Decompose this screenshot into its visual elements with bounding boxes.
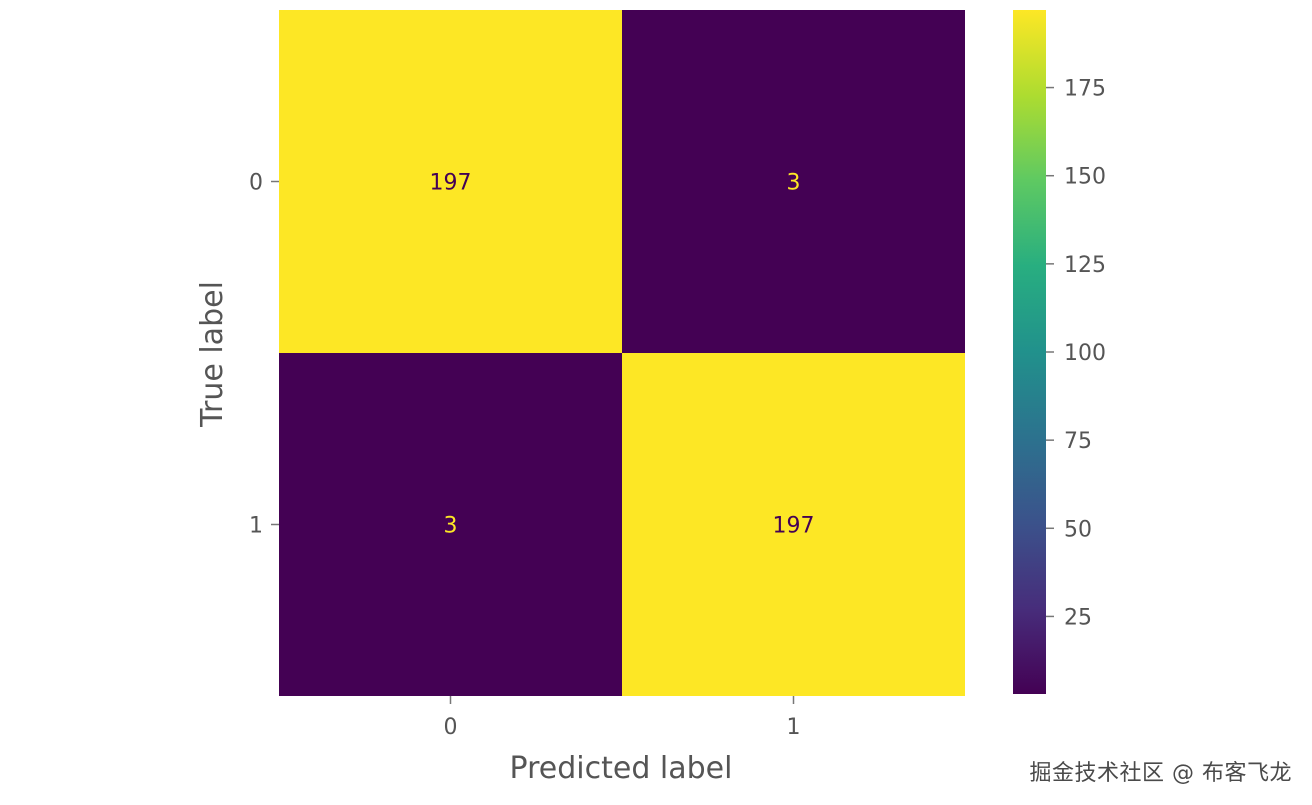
watermark-text: 掘金技术社区 @ 布客飞龙 bbox=[1029, 761, 1292, 786]
heatmap-cell-0-1 bbox=[622, 10, 965, 353]
y-tick-label-1: 1 bbox=[249, 514, 263, 539]
colorbar-tick-label-25: 25 bbox=[1064, 605, 1092, 630]
colorbar-tick-label-100: 100 bbox=[1064, 341, 1106, 366]
colorbar-tick-label-50: 50 bbox=[1064, 517, 1092, 542]
heatmap-cell-1-1 bbox=[622, 353, 965, 696]
x-axis-title: Predicted label bbox=[510, 751, 733, 786]
colorbar-tick-label-150: 150 bbox=[1064, 165, 1106, 190]
plot-area: 197 3 3 197 0 1 0 1 bbox=[249, 10, 965, 740]
x-tick-label-0: 0 bbox=[444, 715, 458, 740]
cell-value-label-0-1: 3 bbox=[787, 171, 801, 196]
heatmap-cell-0-0 bbox=[279, 10, 622, 353]
cell-value-label-0-0: 197 bbox=[430, 171, 472, 196]
colorbar-gradient bbox=[1013, 10, 1046, 694]
cell-value-label-1-0: 3 bbox=[444, 514, 458, 539]
x-tick-label-1: 1 bbox=[787, 715, 801, 740]
y-tick-label-0: 0 bbox=[249, 171, 263, 196]
colorbar-tick-label-125: 125 bbox=[1064, 253, 1106, 278]
heatmap-cell-1-0 bbox=[279, 353, 622, 696]
cell-value-label-1-1: 197 bbox=[773, 514, 815, 539]
y-axis-title: True label bbox=[195, 281, 230, 428]
colorbar: 25 50 75 100 125 150 175 bbox=[1013, 10, 1106, 694]
colorbar-tick-label-175: 175 bbox=[1064, 77, 1106, 102]
colorbar-tick-label-75: 75 bbox=[1064, 429, 1092, 454]
